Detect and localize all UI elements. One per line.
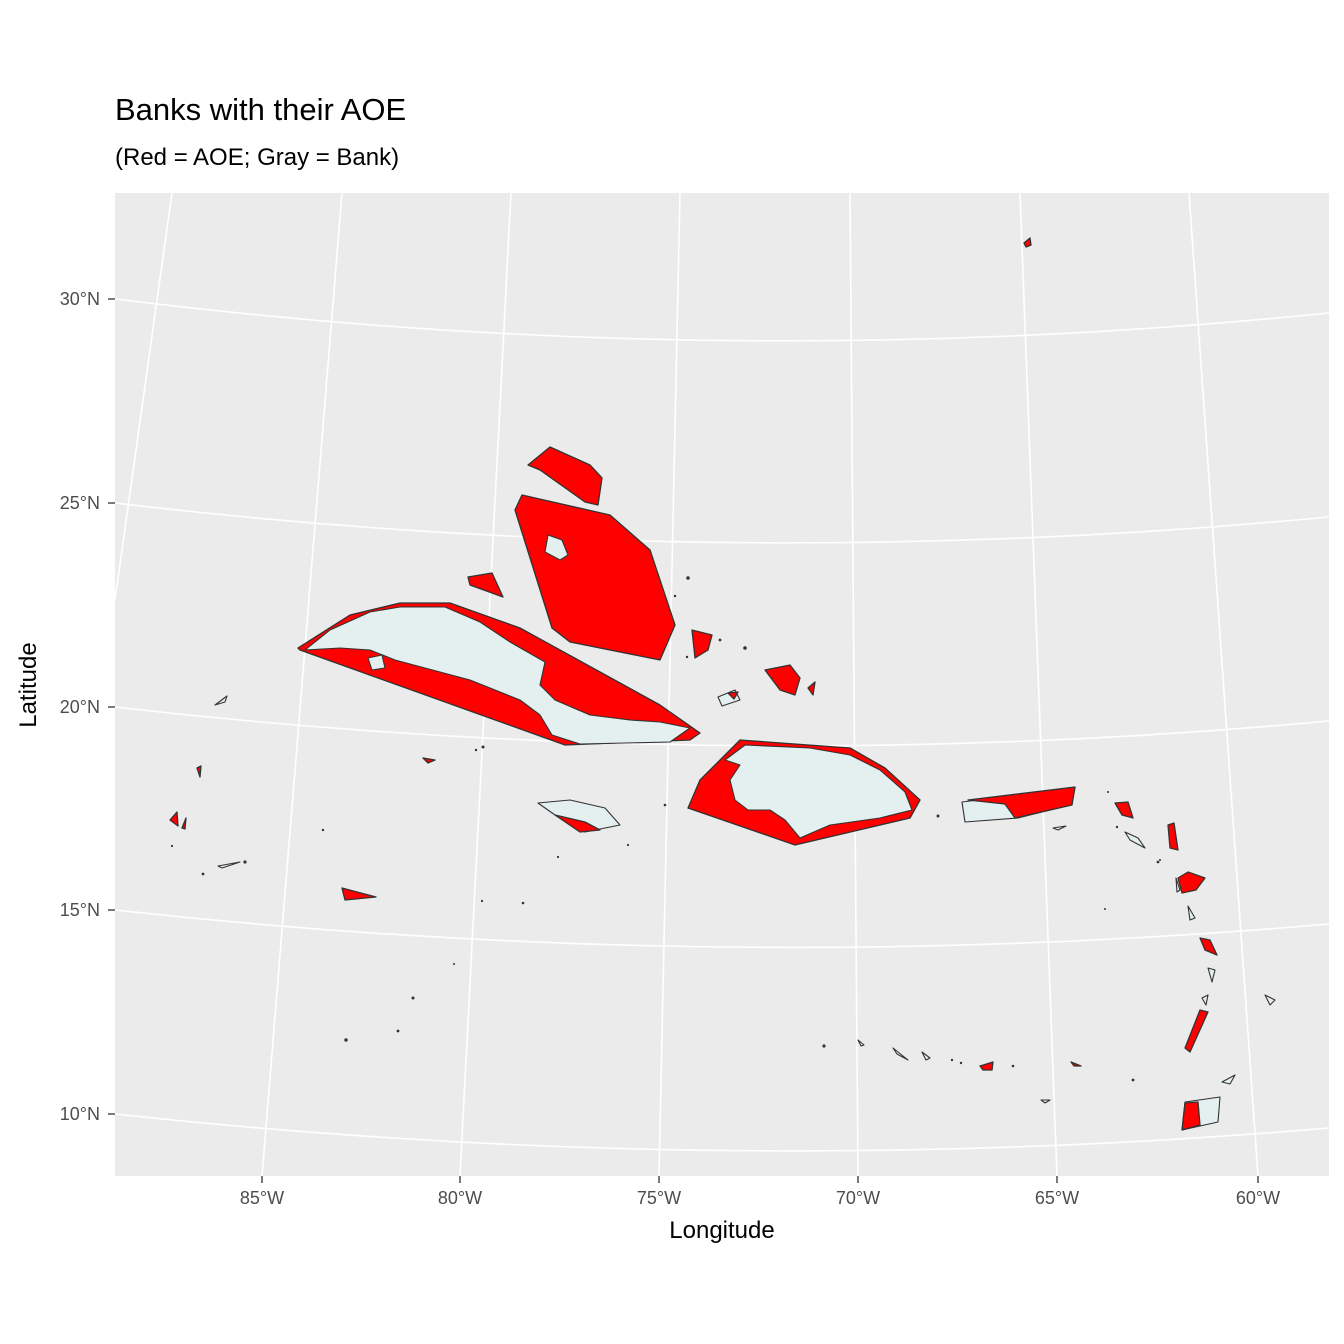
bank-stvincent bbox=[1207, 967, 1216, 983]
x-axis-title: Longitude bbox=[669, 1217, 774, 1244]
aoe-great-bahama bbox=[514, 494, 676, 661]
aoe-layer bbox=[169, 237, 1276, 1131]
aoe-small-2b bbox=[727, 691, 739, 700]
x-tick-label: 65°W bbox=[1035, 1188, 1079, 1208]
graticule-parallels bbox=[115, 298, 1329, 1152]
bank-swan bbox=[214, 695, 228, 706]
aoe-small-1 bbox=[807, 681, 816, 696]
bank-virgin bbox=[1052, 825, 1067, 831]
bank-cuba bbox=[304, 606, 691, 745]
aoe-stlucia bbox=[1199, 937, 1218, 956]
x-axis: 85°W 80°W 75°W 70°W 65°W 60°W bbox=[240, 1176, 1280, 1208]
aoe-caicos bbox=[764, 664, 801, 696]
aoe-trinidad bbox=[1181, 1101, 1201, 1131]
x-tick-label: 70°W bbox=[836, 1188, 880, 1208]
bank-isla-juventud bbox=[367, 654, 386, 671]
bank-andros bbox=[544, 534, 569, 561]
plot-panel bbox=[115, 193, 1329, 1176]
y-tick-label: 10°N bbox=[60, 1104, 100, 1124]
bank-bonaire bbox=[921, 1051, 931, 1061]
aoe-little-bahama bbox=[527, 446, 603, 506]
aoe-cay-sal bbox=[467, 572, 504, 598]
aoe-anguilla bbox=[1114, 801, 1134, 819]
y-tick-label: 30°N bbox=[60, 289, 100, 309]
aoe-jamaica bbox=[554, 814, 601, 833]
aoe-bermuda bbox=[1023, 237, 1032, 248]
tiny-islands bbox=[170, 576, 1161, 1082]
aoe-belize-2 bbox=[181, 817, 187, 830]
aoe-los-roques bbox=[979, 1061, 994, 1071]
y-tick-label: 15°N bbox=[60, 900, 100, 920]
aoe-guadeloupe bbox=[1167, 822, 1179, 851]
y-axis: 30°N 25°N 20°N 15°N 10°N bbox=[60, 289, 115, 1124]
bank-curacao bbox=[892, 1047, 909, 1061]
bank-ne-small bbox=[1124, 831, 1146, 849]
bank-aruba bbox=[857, 1039, 865, 1047]
bank-grenada bbox=[1201, 994, 1209, 1006]
aoe-bay-islands bbox=[196, 765, 202, 778]
aoe-serrana bbox=[341, 887, 377, 901]
aoe-margarita bbox=[1070, 1061, 1082, 1067]
bank-barbados bbox=[1264, 994, 1276, 1006]
aoe-inagua bbox=[691, 629, 713, 659]
y-axis-title: Latitude bbox=[15, 642, 42, 727]
bank-rosalind bbox=[217, 861, 241, 869]
map-subtitle: (Red = AOE; Gray = Bank) bbox=[115, 144, 400, 171]
x-tick-label: 60°W bbox=[1236, 1188, 1280, 1208]
aoe-belize bbox=[169, 811, 179, 827]
y-tick-label: 20°N bbox=[60, 697, 100, 717]
x-tick-label: 85°W bbox=[240, 1188, 284, 1208]
aoe-dominica bbox=[1177, 871, 1206, 894]
aoe-cayman bbox=[422, 757, 436, 764]
map-title: Banks with their AOE bbox=[115, 92, 407, 127]
bank-martinique bbox=[1187, 905, 1196, 921]
x-tick-label: 80°W bbox=[438, 1188, 482, 1208]
bank-ne-small-2 bbox=[1175, 877, 1181, 893]
aoe-puerto-rico bbox=[967, 786, 1076, 819]
x-tick-label: 75°W bbox=[637, 1188, 681, 1208]
y-tick-label: 25°N bbox=[60, 493, 100, 513]
bank-tobago bbox=[1221, 1074, 1236, 1085]
bank-hispaniola bbox=[724, 744, 913, 839]
bank-los-testigos bbox=[1040, 1099, 1051, 1104]
aoe-grenadines bbox=[1184, 1009, 1209, 1053]
